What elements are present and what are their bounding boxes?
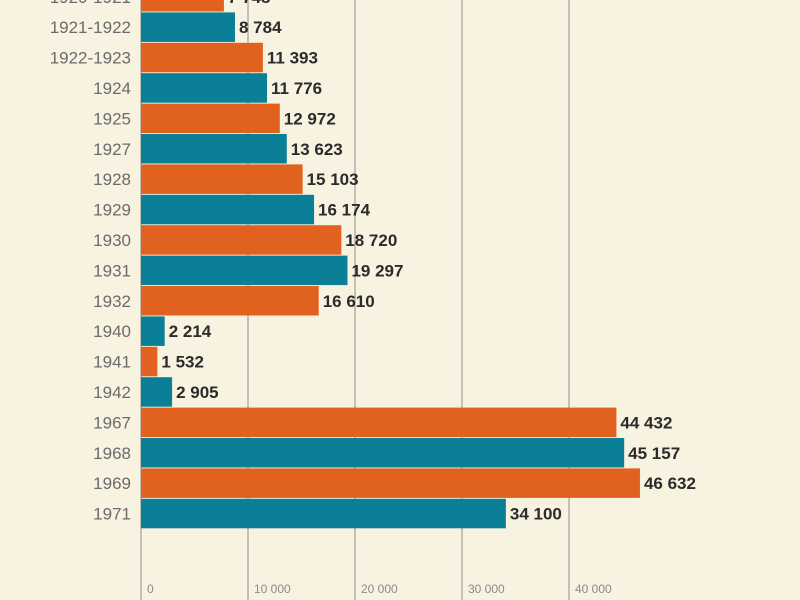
category-label: 1920-1921	[50, 0, 131, 7]
value-label: 44 432	[620, 413, 672, 432]
category-label: 1925	[93, 109, 131, 128]
category-label: 1932	[93, 292, 131, 311]
category-label: 1941	[93, 353, 131, 372]
x-tick-label: 10 000	[254, 582, 291, 596]
category-label: 1971	[93, 505, 131, 524]
bar	[141, 0, 224, 12]
bar	[141, 377, 173, 407]
category-label: 1969	[93, 474, 131, 493]
bar	[141, 103, 280, 134]
bar	[141, 255, 348, 286]
bar	[141, 438, 625, 468]
x-tick-label: 20 000	[361, 582, 398, 596]
category-label: 1927	[93, 140, 131, 159]
value-label: 12 972	[284, 109, 336, 128]
value-label: 45 157	[628, 444, 680, 463]
x-tick-label: 30 000	[468, 582, 505, 596]
value-label: 13 623	[291, 140, 343, 159]
value-label: 11 393	[267, 49, 318, 68]
value-label: 2 214	[169, 322, 212, 341]
x-tick-label: 0	[147, 582, 154, 596]
category-label: 1931	[93, 261, 131, 280]
bar	[141, 468, 640, 498]
value-label: 16 174	[318, 201, 371, 220]
x-tick-label: 40 000	[575, 582, 612, 596]
category-label: 1930	[93, 231, 131, 250]
value-label: 16 610	[323, 292, 375, 311]
category-label: 1929	[93, 201, 131, 220]
value-label: 46 632	[644, 474, 696, 493]
bar	[141, 498, 506, 529]
bar	[141, 316, 165, 346]
category-label: 1940	[93, 322, 131, 341]
bar	[141, 42, 263, 73]
value-label: 7 748	[228, 0, 271, 7]
value-label: 1 532	[161, 353, 204, 372]
category-label: 1968	[93, 444, 131, 463]
bar	[141, 225, 342, 255]
category-label: 1967	[93, 413, 131, 432]
category-label: 1921-1922	[50, 18, 131, 37]
category-label: 1924	[93, 79, 131, 98]
bar	[141, 12, 235, 42]
value-label: 19 297	[351, 261, 403, 280]
value-label: 2 905	[176, 383, 219, 402]
value-label: 34 100	[510, 505, 562, 524]
value-label: 18 720	[345, 231, 397, 250]
bar	[141, 134, 287, 164]
value-label: 11 776	[271, 79, 322, 98]
category-label: 1942	[93, 383, 131, 402]
bar	[141, 194, 315, 225]
category-label: 1928	[93, 170, 131, 189]
category-label: 1922-1923	[50, 49, 131, 68]
bar	[141, 407, 617, 438]
bar	[141, 286, 319, 316]
bar	[141, 346, 158, 377]
bar	[141, 73, 268, 103]
value-label: 15 103	[307, 170, 359, 189]
bar	[141, 164, 303, 194]
value-label: 8 784	[239, 18, 282, 37]
